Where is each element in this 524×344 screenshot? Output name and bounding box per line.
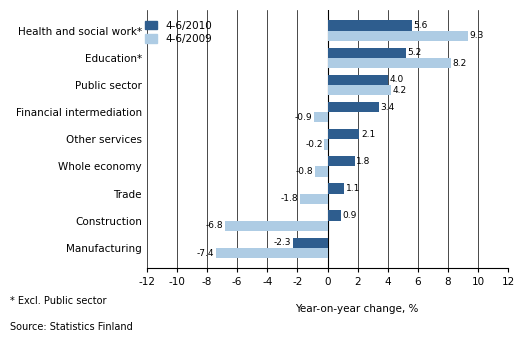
Text: -6.8: -6.8 <box>205 222 223 230</box>
Text: 3.4: 3.4 <box>380 103 395 111</box>
Bar <box>300 194 328 204</box>
Text: -0.9: -0.9 <box>294 113 312 122</box>
Bar <box>225 221 328 231</box>
Bar <box>328 75 388 85</box>
Text: * Excl. Public sector: * Excl. Public sector <box>10 297 107 307</box>
Bar <box>293 238 328 248</box>
Bar <box>315 166 328 177</box>
Text: -2.3: -2.3 <box>274 238 291 247</box>
Text: Source: Statistics Finland: Source: Statistics Finland <box>10 322 133 332</box>
Bar <box>328 211 341 221</box>
Text: -7.4: -7.4 <box>196 249 214 258</box>
Text: 9.3: 9.3 <box>470 31 484 40</box>
Bar <box>328 47 406 58</box>
Bar <box>328 20 412 31</box>
Text: 4.0: 4.0 <box>389 75 404 84</box>
Text: 1.1: 1.1 <box>346 184 361 193</box>
Bar <box>328 183 344 194</box>
Bar <box>328 31 467 41</box>
Text: -1.8: -1.8 <box>281 194 299 203</box>
Text: 0.9: 0.9 <box>343 211 357 220</box>
Text: 2.1: 2.1 <box>361 130 375 139</box>
Bar <box>328 102 379 112</box>
Bar <box>324 139 328 150</box>
Bar <box>314 112 328 122</box>
Text: 8.2: 8.2 <box>453 58 467 67</box>
Bar <box>328 129 359 139</box>
Text: 1.8: 1.8 <box>356 157 371 166</box>
Legend: 4-6/2010, 4-6/2009: 4-6/2010, 4-6/2009 <box>145 21 212 44</box>
Text: -0.2: -0.2 <box>305 140 323 149</box>
Bar <box>328 58 451 68</box>
Text: 5.2: 5.2 <box>408 48 422 57</box>
Text: 4.2: 4.2 <box>392 86 407 95</box>
Text: -0.8: -0.8 <box>296 167 314 176</box>
Text: 5.6: 5.6 <box>413 21 428 30</box>
Text: Year-on-year change, %: Year-on-year change, % <box>294 304 418 314</box>
Bar <box>328 85 391 95</box>
Bar <box>328 156 355 166</box>
Bar <box>216 248 328 258</box>
